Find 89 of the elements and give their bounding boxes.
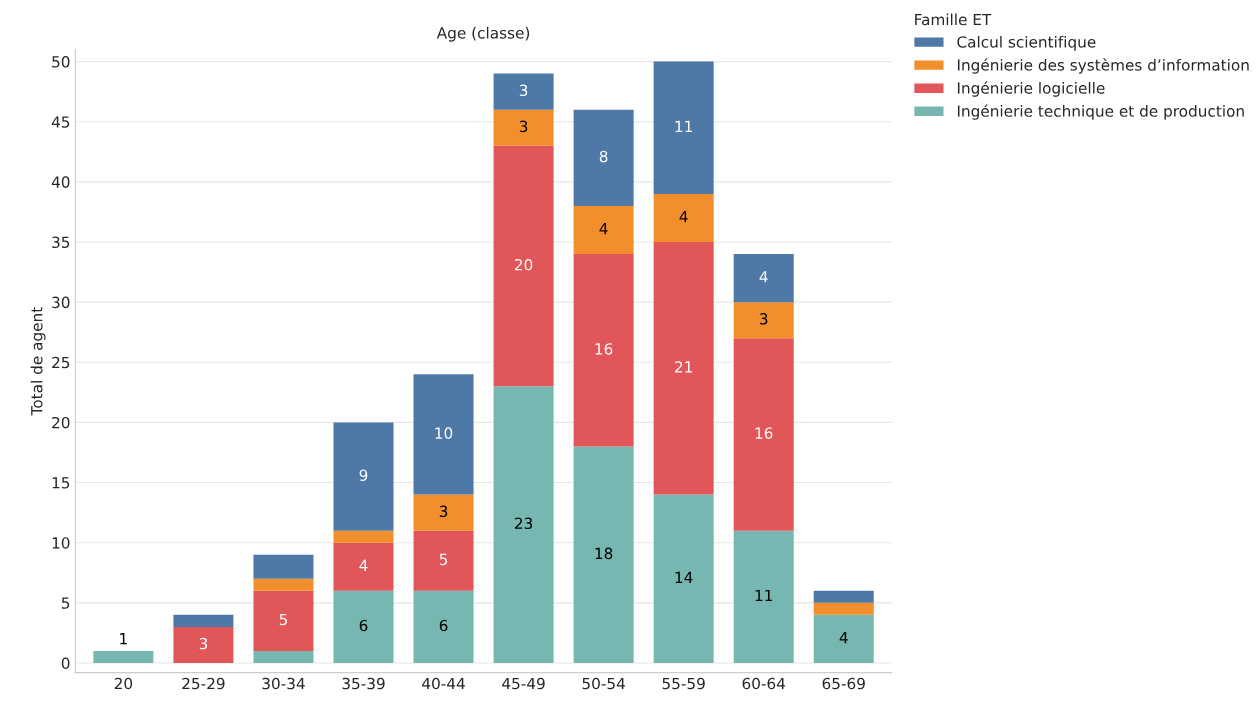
- bar: [413, 590, 474, 663]
- bar: [573, 446, 634, 663]
- x-tick-label: 45-49: [502, 677, 545, 690]
- data-label: 4: [599, 223, 608, 235]
- bar: [573, 109, 634, 206]
- y-tick-label: 30: [52, 296, 70, 309]
- bar: [253, 650, 314, 663]
- bar: [653, 61, 714, 194]
- data-label: 3: [439, 505, 448, 518]
- y-tick-label: 25: [52, 356, 70, 369]
- bar: [333, 530, 394, 543]
- bar: [493, 73, 554, 110]
- data-label: 9: [359, 469, 368, 481]
- bar: [813, 602, 874, 615]
- bar: [493, 386, 554, 663]
- bar: [333, 590, 394, 663]
- bar: [733, 530, 794, 663]
- x-tick-label: 60-64: [742, 677, 786, 690]
- data-label: 3: [199, 637, 208, 650]
- data-label: 4: [359, 559, 368, 571]
- y-tick-label: 40: [51, 176, 70, 188]
- y-tick-label: 15: [52, 477, 70, 489]
- bar: [333, 422, 394, 531]
- bar: [653, 242, 714, 495]
- x-tick-label: 50-54: [582, 677, 625, 690]
- y-tick-label: 50: [52, 56, 70, 68]
- legend-label: Ingénierie des systèmes d’information: [957, 58, 1249, 74]
- bar: [93, 650, 154, 663]
- legend-label: Calcul scientifique: [957, 35, 1096, 51]
- bar: [653, 193, 714, 242]
- data-label: 23: [514, 517, 533, 530]
- data-label: 3: [760, 313, 768, 325]
- bar: [573, 254, 634, 447]
- bar: [333, 542, 394, 591]
- bar: [173, 614, 234, 627]
- legend-label: Ingénierie technique et de production: [957, 104, 1244, 120]
- bar: [493, 109, 554, 146]
- y-tick-label: 5: [61, 597, 70, 609]
- bar: [813, 614, 874, 663]
- x-tick-label: 55-59: [662, 677, 705, 690]
- x-tick-label: 65-69: [822, 677, 865, 690]
- data-label: 11: [755, 589, 773, 602]
- y-tick-label: 10: [52, 537, 70, 549]
- data-label: 11: [675, 120, 692, 132]
- bar: [173, 626, 234, 663]
- data-label: 14: [675, 571, 693, 583]
- data-label: 3: [519, 84, 528, 97]
- data-label: 16: [755, 427, 773, 439]
- bar: [253, 578, 314, 591]
- bar: [253, 554, 314, 579]
- data-label: 6: [359, 619, 368, 632]
- data-label: 3: [519, 120, 528, 133]
- bar: [813, 590, 874, 603]
- x-tick-label: 20: [114, 677, 133, 690]
- data-label: 4: [839, 632, 848, 644]
- bar: [413, 494, 474, 531]
- data-label: 5: [279, 613, 287, 626]
- y-tick-label: 0: [61, 657, 70, 669]
- data-label: 18: [595, 547, 613, 560]
- data-label: 10: [435, 427, 453, 439]
- y-tick-label: 20: [52, 416, 70, 429]
- y-axis-title: Total de agent: [30, 307, 46, 416]
- bar: [733, 338, 794, 531]
- data-label: 21: [675, 361, 692, 373]
- bar: [253, 590, 314, 651]
- y-tick-label: 45: [51, 116, 70, 128]
- data-label: 6: [439, 619, 448, 632]
- data-label: 5: [439, 553, 448, 566]
- legend-label: Ingénierie logicielle: [957, 81, 1105, 97]
- data-label: 4: [679, 211, 688, 223]
- bar: [733, 302, 794, 339]
- data-label: 8: [599, 150, 608, 163]
- legend-title: Famille ET: [915, 13, 992, 26]
- data-label: 1: [120, 633, 127, 645]
- bar: [413, 374, 474, 495]
- bar: [653, 494, 714, 663]
- data-label: 16: [595, 343, 613, 355]
- data-label: 20: [514, 258, 533, 271]
- x-tick-label: 40-44: [422, 677, 465, 690]
- y-tick-label: 35: [52, 236, 70, 249]
- bar: [573, 205, 634, 255]
- bar: [493, 145, 554, 387]
- x-tick-label: 30-34: [262, 677, 305, 690]
- bar: [733, 254, 794, 303]
- x-tick-label: 35-39: [342, 677, 385, 690]
- data-label: 4: [759, 271, 768, 283]
- bar: [413, 530, 474, 591]
- x-axis-title: Age (classe): [436, 26, 530, 42]
- x-tick-label: 25-29: [182, 677, 225, 690]
